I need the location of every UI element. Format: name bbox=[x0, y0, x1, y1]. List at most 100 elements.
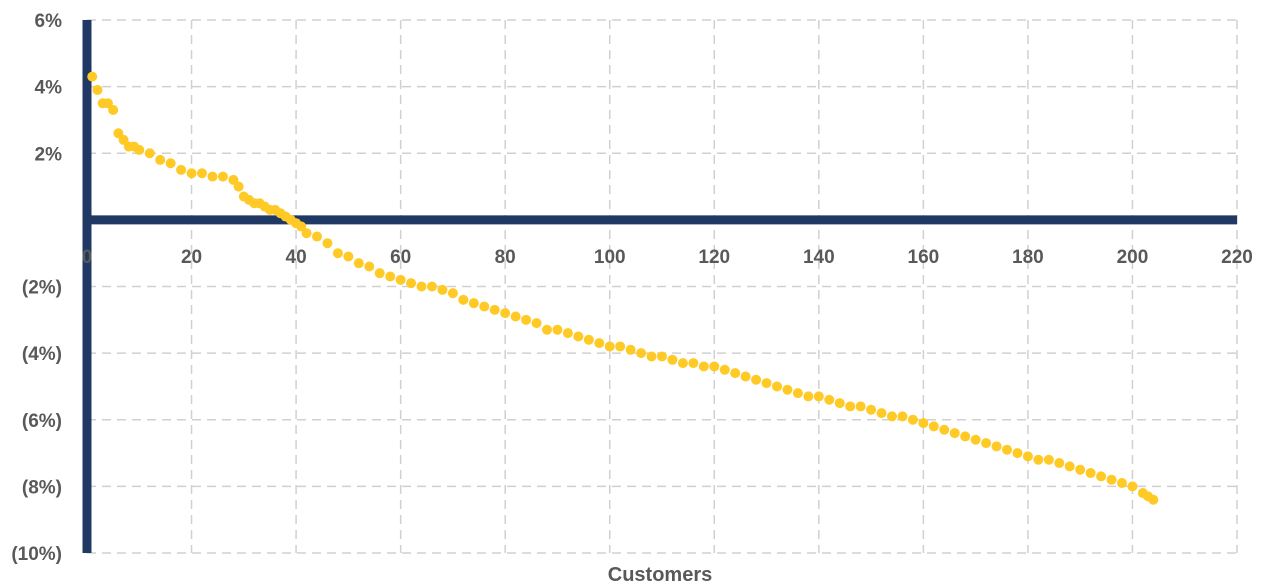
data-point bbox=[458, 294, 469, 305]
data-point bbox=[207, 171, 218, 182]
x-tick-label: 120 bbox=[698, 247, 730, 268]
data-point bbox=[468, 298, 479, 309]
data-point bbox=[134, 144, 145, 155]
data-point bbox=[887, 411, 897, 422]
data-point bbox=[698, 361, 709, 372]
data-point bbox=[416, 281, 427, 292]
x-tick-label: 220 bbox=[1221, 247, 1253, 268]
data-point bbox=[688, 358, 699, 369]
data-point bbox=[1148, 494, 1159, 505]
data-point bbox=[573, 331, 584, 342]
y-tick-label: (2%) bbox=[22, 278, 62, 299]
data-point bbox=[772, 381, 782, 392]
data-point bbox=[374, 268, 385, 279]
data-point bbox=[427, 281, 437, 292]
data-point bbox=[845, 401, 856, 412]
data-point bbox=[751, 374, 762, 385]
data-point bbox=[395, 274, 406, 285]
data-point bbox=[1002, 444, 1012, 455]
data-point bbox=[960, 431, 971, 442]
data-point bbox=[1106, 474, 1117, 485]
data-point bbox=[761, 378, 772, 389]
data-point bbox=[1064, 461, 1075, 472]
data-point bbox=[813, 391, 824, 402]
data-point bbox=[594, 338, 605, 349]
data-point bbox=[907, 414, 918, 425]
data-point bbox=[928, 421, 939, 432]
data-point bbox=[144, 148, 155, 159]
axes bbox=[82, 20, 1237, 553]
data-point bbox=[866, 404, 877, 415]
x-tick-label: 160 bbox=[908, 247, 940, 268]
data-point bbox=[552, 324, 563, 335]
data-point bbox=[343, 251, 354, 262]
x-axis-title: Customers bbox=[608, 564, 712, 585]
data-point bbox=[437, 284, 448, 295]
data-point bbox=[322, 238, 333, 249]
data-point bbox=[1085, 468, 1096, 479]
data-point bbox=[301, 228, 312, 239]
data-point bbox=[803, 391, 814, 402]
data-point bbox=[406, 278, 417, 289]
data-point bbox=[719, 364, 730, 375]
data-point bbox=[447, 288, 458, 299]
x-tick-label: 0 bbox=[82, 247, 93, 268]
data-point bbox=[981, 438, 992, 449]
x-tick-label: 80 bbox=[495, 247, 516, 268]
data-point bbox=[176, 164, 187, 175]
data-point bbox=[87, 71, 98, 82]
x-tick-label: 20 bbox=[181, 247, 202, 268]
y-tick-label: 2% bbox=[35, 144, 63, 165]
data-point bbox=[740, 371, 751, 382]
data-point bbox=[489, 304, 500, 315]
data-point bbox=[834, 398, 845, 409]
data-point bbox=[604, 341, 615, 352]
y-tick-label: 6% bbox=[35, 11, 63, 32]
data-point bbox=[1022, 451, 1033, 462]
data-point bbox=[92, 84, 103, 95]
data-point bbox=[657, 351, 667, 362]
data-points bbox=[87, 71, 1159, 505]
data-point bbox=[615, 341, 626, 352]
data-point bbox=[646, 351, 657, 362]
data-point bbox=[108, 104, 119, 115]
x-tick-label: 40 bbox=[286, 247, 307, 268]
y-tick-label: (10%) bbox=[11, 544, 62, 565]
x-tick-label: 140 bbox=[803, 247, 835, 268]
data-point bbox=[730, 368, 741, 379]
data-point bbox=[364, 261, 375, 272]
data-point bbox=[782, 384, 793, 395]
data-point bbox=[636, 348, 647, 359]
data-point bbox=[1012, 448, 1023, 459]
data-point bbox=[897, 411, 908, 422]
data-point bbox=[1127, 481, 1138, 492]
data-point bbox=[667, 354, 678, 365]
data-point bbox=[792, 388, 803, 399]
data-point bbox=[531, 318, 542, 329]
data-point bbox=[500, 308, 511, 319]
data-point bbox=[677, 358, 688, 369]
data-point bbox=[1096, 471, 1107, 482]
data-point bbox=[521, 314, 532, 325]
data-point bbox=[918, 418, 929, 429]
data-point bbox=[542, 324, 552, 335]
data-point bbox=[1117, 478, 1127, 489]
data-point bbox=[709, 361, 720, 372]
data-point bbox=[970, 434, 981, 445]
data-point bbox=[939, 424, 950, 435]
tick-labels: 0 20 40 60 80 100 120 140 160 180 200 220 6% 4% 2% (2%)… bbox=[11, 11, 1253, 565]
data-point bbox=[217, 171, 228, 182]
data-point bbox=[479, 301, 490, 312]
data-point bbox=[1054, 458, 1065, 469]
x-tick-label: 60 bbox=[390, 247, 411, 268]
data-point bbox=[353, 258, 364, 269]
x-tick-label: 180 bbox=[1012, 247, 1044, 268]
y-tick-label: (8%) bbox=[22, 477, 62, 498]
data-point bbox=[197, 168, 207, 179]
y-tick-label: (6%) bbox=[22, 411, 62, 432]
data-point bbox=[1033, 454, 1044, 465]
data-point bbox=[1075, 464, 1086, 475]
data-point bbox=[385, 271, 396, 282]
data-point bbox=[312, 231, 322, 242]
